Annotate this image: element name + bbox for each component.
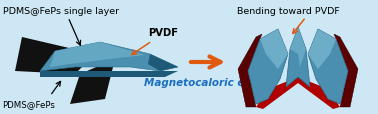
- Polygon shape: [248, 30, 288, 104]
- Polygon shape: [256, 77, 340, 109]
- Polygon shape: [70, 60, 115, 104]
- Text: Magnetocaloric effect: Magnetocaloric effect: [144, 77, 272, 87]
- Text: PDMS@FePs single layer: PDMS@FePs single layer: [3, 7, 119, 16]
- Polygon shape: [308, 30, 348, 104]
- Polygon shape: [286, 28, 310, 87]
- Text: Bending toward PVDF: Bending toward PVDF: [237, 7, 340, 16]
- Polygon shape: [260, 30, 288, 69]
- Polygon shape: [290, 28, 306, 67]
- Polygon shape: [148, 54, 178, 71]
- Polygon shape: [40, 43, 178, 71]
- Text: PVDF: PVDF: [148, 28, 178, 38]
- Polygon shape: [40, 71, 178, 77]
- Polygon shape: [308, 30, 336, 69]
- Polygon shape: [334, 35, 358, 107]
- Polygon shape: [238, 35, 262, 107]
- Text: PDMS@FePs: PDMS@FePs: [2, 99, 55, 108]
- Polygon shape: [50, 43, 145, 67]
- Polygon shape: [15, 38, 95, 74]
